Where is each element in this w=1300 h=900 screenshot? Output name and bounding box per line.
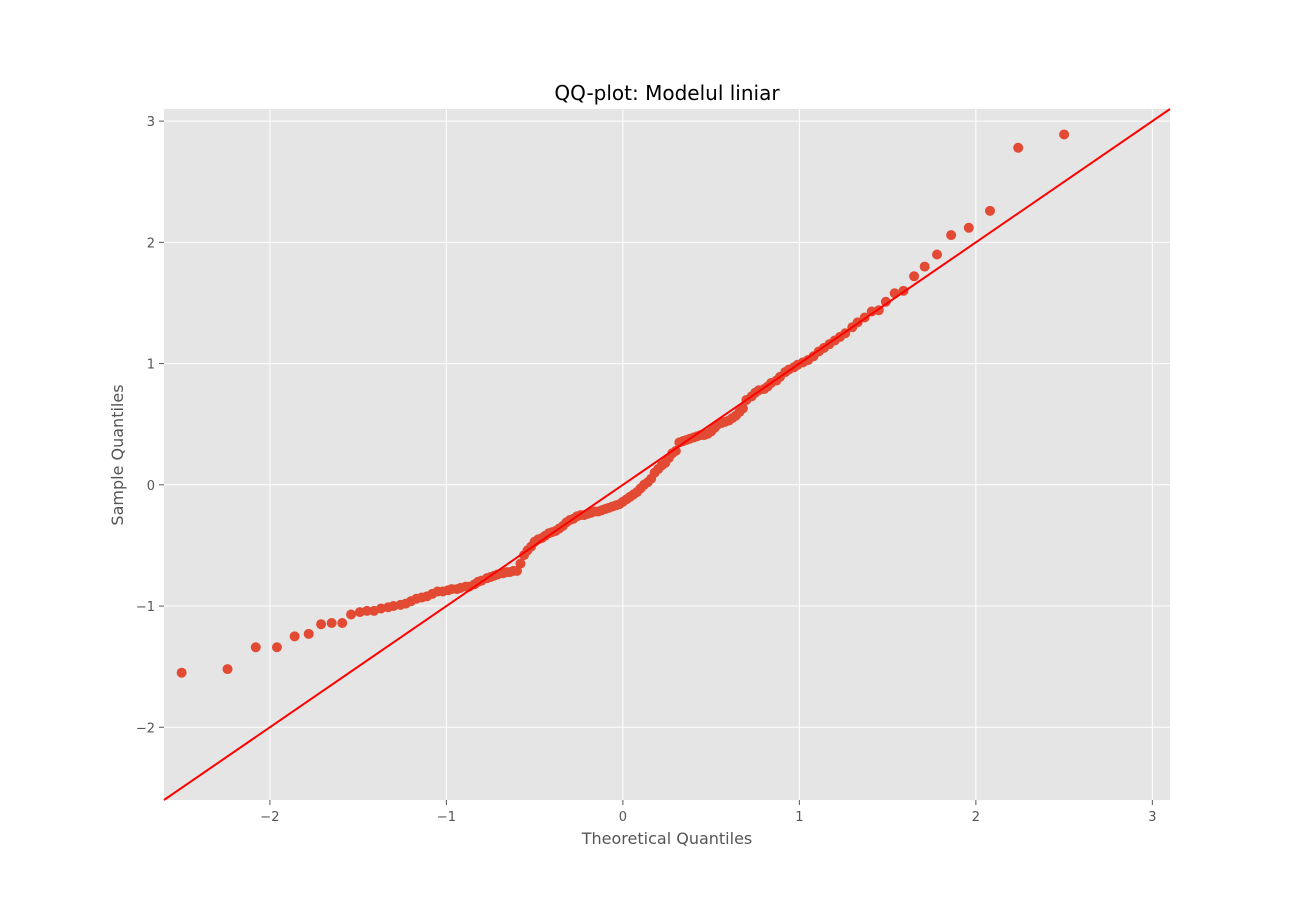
- x-tick-label: 0: [619, 810, 627, 825]
- x-axis-ticks: −2 −1 0 1 2 3: [260, 800, 1156, 825]
- chart-title: QQ-plot: Modelul liniar: [554, 81, 780, 105]
- data-point: [337, 618, 348, 629]
- x-tick-label: −2: [260, 810, 279, 825]
- x-axis-title: Theoretical Quantiles: [581, 829, 753, 848]
- data-point: [361, 605, 372, 616]
- y-tick-label: 0: [147, 479, 155, 494]
- reference-line: [163, 108, 1171, 801]
- y-tick-label: −1: [136, 600, 155, 615]
- data-point: [1059, 129, 1070, 140]
- data-point: [326, 618, 337, 629]
- data-point: [963, 222, 974, 233]
- data-point: [303, 628, 314, 639]
- data-point: [946, 230, 957, 241]
- y-axis-title: Sample Quantiles: [108, 384, 127, 525]
- data-point: [250, 642, 261, 653]
- x-tick-label: 2: [972, 810, 980, 825]
- grid: [164, 109, 1170, 800]
- x-tick-label: 3: [1148, 810, 1156, 825]
- data-point: [176, 667, 187, 678]
- data-point: [1013, 142, 1024, 153]
- data-point: [737, 403, 748, 414]
- y-axis-ticks: −2 −1 0 1 2 3: [136, 115, 164, 736]
- data-point: [515, 558, 526, 569]
- data-point: [909, 271, 920, 282]
- data-point: [289, 631, 300, 642]
- data-point: [271, 642, 282, 653]
- data-point: [919, 261, 930, 272]
- data-point: [880, 296, 891, 307]
- data-point: [316, 619, 327, 630]
- x-tick-label: −1: [437, 810, 456, 825]
- reference-line-group: [163, 108, 1171, 801]
- data-point: [346, 609, 357, 620]
- y-tick-label: −2: [136, 721, 155, 736]
- data-point: [670, 445, 681, 456]
- y-tick-label: 2: [147, 236, 155, 251]
- data-point: [932, 249, 943, 260]
- x-tick-label: 1: [795, 810, 803, 825]
- data-point: [984, 205, 995, 216]
- y-tick-label: 1: [147, 358, 155, 373]
- y-tick-label: 3: [147, 115, 155, 130]
- data-point: [222, 664, 233, 675]
- data-points: [176, 129, 1070, 678]
